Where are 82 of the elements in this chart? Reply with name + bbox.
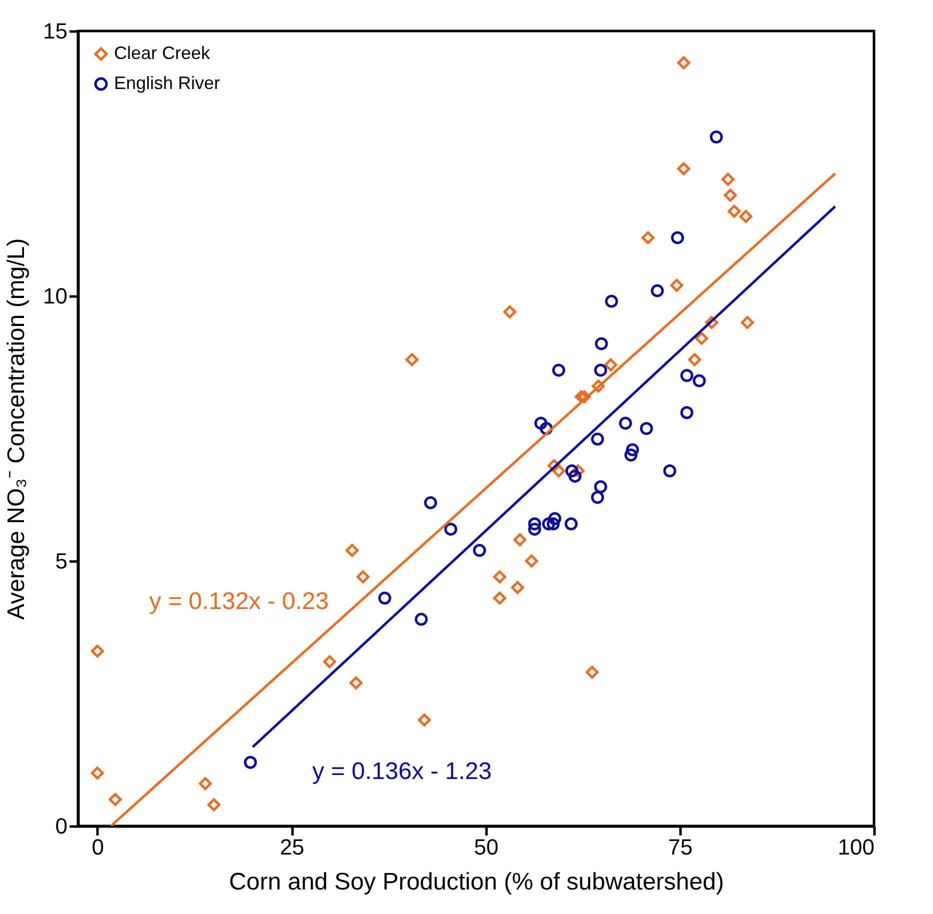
- point: [346, 544, 359, 557]
- point: [680, 406, 694, 420]
- point: [552, 464, 566, 478]
- point: [405, 353, 418, 366]
- point: [198, 777, 212, 790]
- point: [90, 766, 104, 780]
- point: [740, 316, 754, 329]
- point: [542, 517, 556, 530]
- point: [350, 676, 363, 690]
- y-tick-label: 5: [55, 548, 68, 574]
- point: [619, 416, 632, 430]
- point: [650, 284, 664, 298]
- point: [444, 522, 458, 536]
- point: [605, 294, 618, 308]
- point: [574, 390, 588, 404]
- x-tick-label: 100: [838, 834, 874, 860]
- legend-label: English River: [114, 73, 220, 93]
- point: [493, 570, 506, 584]
- point: [207, 798, 220, 812]
- point: [564, 517, 578, 530]
- point: [511, 581, 524, 594]
- point: [677, 162, 690, 176]
- point: [356, 570, 370, 584]
- point: [528, 522, 542, 536]
- point: [680, 369, 694, 382]
- point: [642, 231, 655, 244]
- point: [378, 592, 392, 605]
- y-tick-label: 15: [43, 18, 68, 44]
- y-axis-title: Average NO₃⁻ Concentration (mg/L): [3, 238, 30, 620]
- x-tick-label: 75: [668, 834, 693, 860]
- point: [424, 496, 438, 510]
- annotation: y = 0.136x - 1.23: [312, 758, 492, 785]
- point: [534, 416, 548, 430]
- point: [528, 517, 542, 530]
- point: [624, 448, 638, 462]
- point: [513, 533, 526, 546]
- point: [604, 358, 618, 372]
- point: [594, 337, 608, 350]
- annotation: y = 0.132x - 0.23: [149, 588, 329, 615]
- point: [688, 353, 702, 366]
- x-tick-label: 0: [92, 834, 104, 860]
- point: [670, 278, 684, 292]
- point: [493, 592, 506, 605]
- point: [473, 544, 486, 557]
- point: [591, 432, 604, 446]
- point: [671, 231, 684, 244]
- point: [552, 364, 566, 377]
- y-tick-label: 10: [43, 284, 68, 308]
- point: [626, 443, 639, 456]
- point: [414, 612, 428, 626]
- point: [586, 666, 599, 679]
- point: [739, 210, 752, 223]
- point: [695, 332, 708, 345]
- point: [591, 490, 604, 504]
- x-tick-label: 25: [280, 834, 304, 860]
- point: [503, 305, 516, 318]
- point: [108, 793, 122, 806]
- point: [546, 517, 560, 530]
- x-axis-title: Corn and Soy Production (% of subwatershed): [229, 868, 724, 896]
- point: [90, 644, 104, 658]
- point: [578, 390, 591, 404]
- point: [525, 554, 538, 568]
- point: [592, 380, 605, 393]
- point: [568, 470, 582, 483]
- point: [323, 655, 336, 668]
- point: [728, 204, 741, 218]
- point: [677, 56, 690, 70]
- point: [548, 512, 562, 526]
- point: [710, 130, 723, 144]
- point: [722, 172, 734, 186]
- legend-label: Clear Creek: [114, 43, 212, 63]
- y-tick-label: 0: [55, 814, 68, 838]
- x-tick-label: 50: [474, 834, 498, 860]
- point: [640, 422, 653, 435]
- point: [565, 464, 578, 478]
- point: [594, 480, 608, 494]
- point: [692, 374, 706, 388]
- point: [663, 464, 676, 478]
- point: [724, 188, 737, 202]
- point: [594, 364, 608, 377]
- point: [244, 756, 257, 769]
- point: [418, 714, 431, 726]
